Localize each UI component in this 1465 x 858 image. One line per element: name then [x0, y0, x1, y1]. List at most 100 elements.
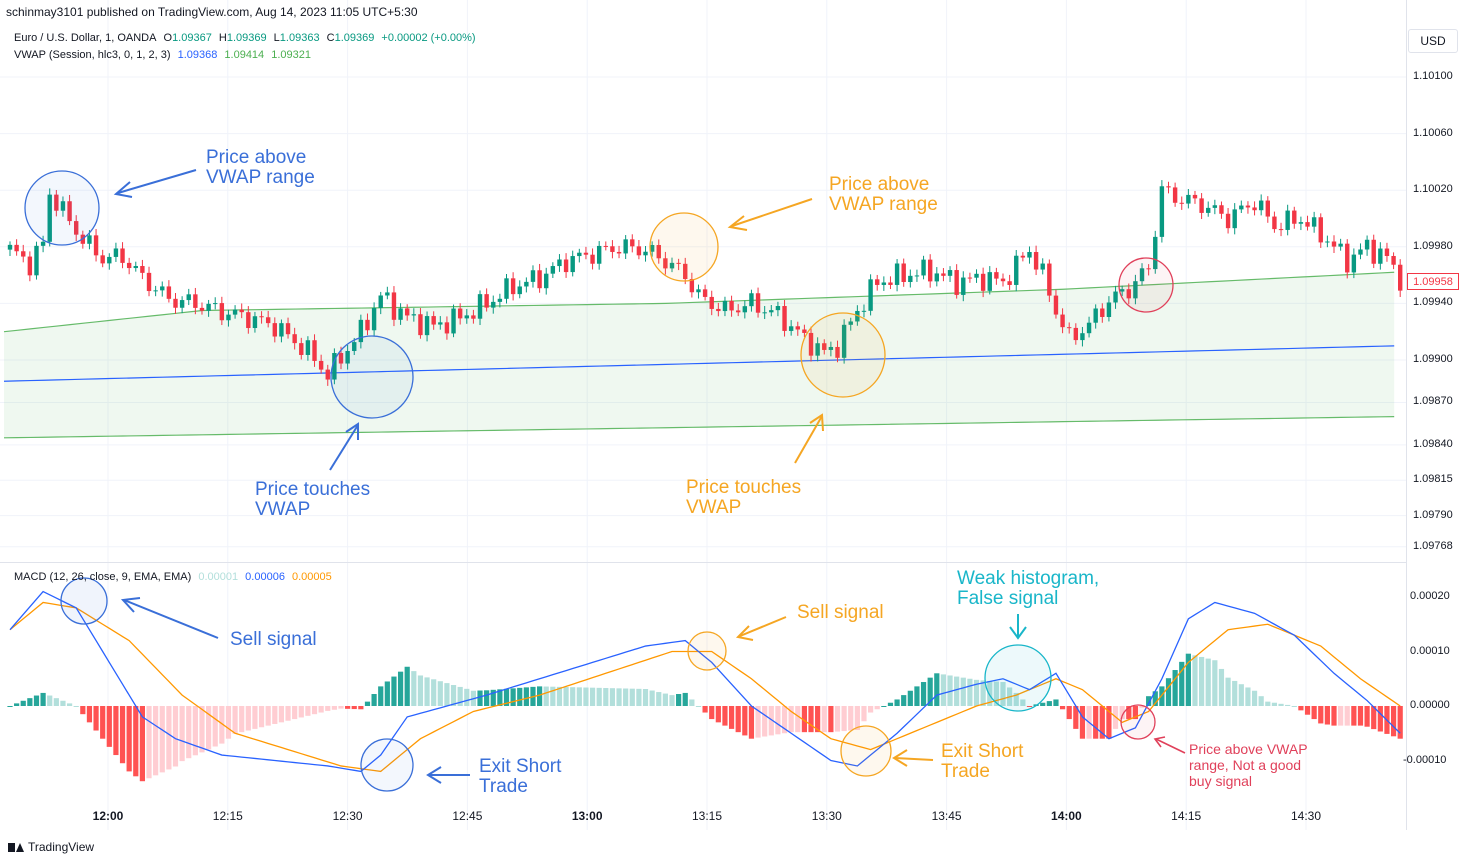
histogram-bar: [497, 689, 503, 706]
histogram-bar: [258, 706, 265, 728]
currency-button[interactable]: USD: [1408, 29, 1458, 53]
candle: [1338, 238, 1343, 251]
candle-body: [365, 319, 370, 331]
candle: [828, 341, 834, 357]
candle-body: [649, 245, 655, 252]
histogram-bar: [868, 706, 874, 713]
candle: [769, 304, 774, 317]
candle-body: [590, 254, 595, 264]
candle: [497, 293, 503, 308]
candle-body: [934, 273, 939, 282]
histogram-bar: [517, 687, 523, 706]
histogram-bar: [848, 706, 854, 731]
arrow-orange-price-above: [727, 198, 813, 231]
histogram-bar: [636, 688, 642, 706]
candle-body: [894, 263, 900, 285]
candle-body: [696, 289, 701, 293]
candle: [755, 287, 761, 318]
time-tick-label: 13:45: [931, 809, 962, 823]
candle: [27, 251, 33, 282]
histogram-bar: [1271, 702, 1278, 706]
candle: [775, 301, 781, 317]
candle: [888, 276, 893, 290]
candle-body: [888, 282, 893, 285]
candle: [709, 290, 714, 316]
candle-body: [1206, 207, 1211, 213]
candle: [544, 267, 549, 295]
candle: [729, 295, 734, 317]
grid-layer: [0, 0, 1406, 830]
time-tick-label: 12:30: [332, 809, 363, 823]
histogram-bar: [1179, 661, 1185, 706]
histogram-bar: [80, 706, 86, 715]
candle: [239, 303, 244, 319]
candle-body: [1047, 263, 1052, 296]
histogram-bar: [437, 681, 443, 706]
candle: [1305, 215, 1310, 231]
circle-blue-sell: [60, 577, 108, 625]
candle-body: [1351, 254, 1357, 273]
candle-body: [312, 340, 317, 361]
candle: [577, 248, 582, 263]
close-label: C: [326, 32, 335, 44]
candle: [669, 257, 675, 273]
candle: [934, 267, 939, 287]
candle: [352, 337, 357, 355]
candle-body: [921, 259, 926, 276]
candle-body: [716, 308, 721, 312]
candle: [967, 272, 973, 283]
candle-body: [100, 255, 105, 264]
annotation-blue-sell: Sell signal: [230, 629, 317, 650]
candle-body: [239, 309, 244, 313]
candle-body: [1199, 198, 1204, 213]
histogram-bar: [404, 666, 410, 706]
candle-body: [755, 293, 761, 313]
candle-body: [1338, 243, 1343, 247]
candle-body: [34, 245, 39, 276]
candle: [1252, 201, 1257, 216]
candle: [371, 302, 377, 336]
histogram-bar: [206, 706, 212, 750]
candle-body: [1239, 205, 1244, 210]
candle: [246, 306, 251, 334]
histogram-bar: [589, 687, 596, 706]
candle: [431, 311, 436, 330]
candle-body: [1192, 194, 1198, 199]
candle: [40, 235, 46, 253]
candle-body: [994, 272, 999, 279]
candle: [491, 295, 496, 314]
macd-indicator-label[interactable]: MACD (12, 26, close, 9, EMA, EMA): [14, 571, 192, 583]
candle: [299, 337, 304, 360]
annotation-cyan-weak: Weak histogram, False signal: [957, 568, 1100, 609]
tradingview-logo-text: TradingView: [28, 840, 95, 854]
symbol-name[interactable]: Euro / U.S. Dollar, 1, OANDA: [14, 32, 157, 44]
histogram-bar: [345, 706, 351, 709]
candle-body: [855, 310, 860, 322]
price-tick-label: 1.09940: [1413, 296, 1453, 309]
candle-body: [550, 266, 556, 274]
histogram-bar: [702, 706, 708, 713]
tradingview-logo[interactable]: TradingView: [8, 840, 94, 854]
histogram-bar: [378, 686, 384, 706]
candle-body: [1391, 255, 1396, 265]
candle-body: [1311, 217, 1317, 227]
candle: [815, 337, 820, 362]
candle: [1166, 181, 1171, 194]
histogram-bar: [1232, 680, 1238, 706]
candle-body: [47, 194, 52, 242]
histogram-bar: [596, 687, 602, 706]
candle: [133, 261, 138, 272]
candle: [484, 288, 489, 312]
histogram-bar: [920, 682, 927, 706]
candle: [265, 310, 271, 328]
histogram-bar: [550, 686, 556, 706]
histogram-bar: [1146, 696, 1152, 706]
vwap-indicator-label[interactable]: VWAP (Session, hlc3, 0, 1, 2, 3): [14, 49, 171, 61]
candle: [345, 344, 350, 370]
candle: [305, 336, 311, 361]
histogram-bar: [1364, 706, 1370, 727]
histogram-bar: [748, 706, 755, 739]
candle-body: [398, 308, 403, 320]
histogram-bar: [828, 706, 834, 733]
time-tick-label: 12:00: [92, 809, 124, 823]
